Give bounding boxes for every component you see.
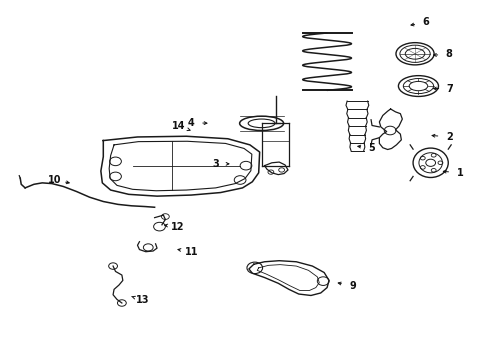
Text: 13: 13: [136, 295, 149, 305]
Text: 2: 2: [446, 132, 453, 142]
Text: 6: 6: [422, 17, 429, 27]
Text: 11: 11: [185, 247, 198, 257]
Text: 12: 12: [172, 222, 185, 231]
Text: 5: 5: [368, 143, 375, 153]
Text: 1: 1: [457, 168, 464, 178]
Text: 7: 7: [447, 84, 454, 94]
Text: 10: 10: [48, 175, 61, 185]
Text: 3: 3: [212, 159, 219, 169]
Text: 14: 14: [172, 121, 186, 131]
Text: 4: 4: [188, 118, 195, 128]
Text: 8: 8: [446, 49, 453, 59]
Text: 9: 9: [349, 281, 356, 291]
